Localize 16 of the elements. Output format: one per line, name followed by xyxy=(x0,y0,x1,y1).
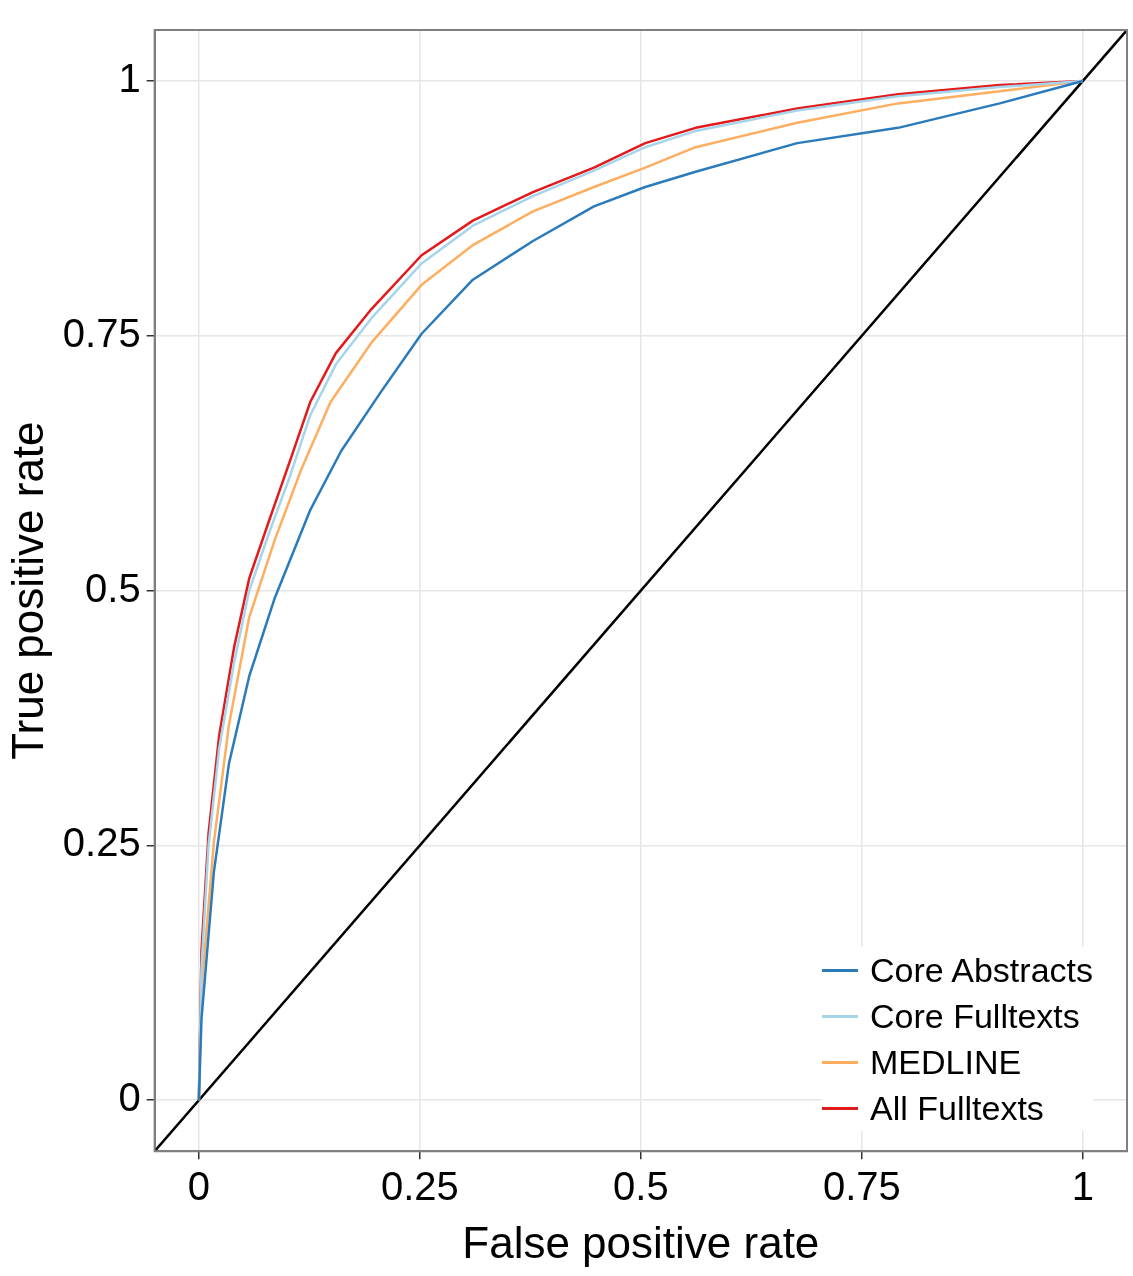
legend-label: MEDLINE xyxy=(870,1042,1022,1082)
y-tick-label: 0.25 xyxy=(62,820,141,865)
y-axis-title: True positive rate xyxy=(2,421,52,760)
x-tick-label: 0.25 xyxy=(380,1164,459,1209)
y-tick-label: 1 xyxy=(118,55,141,100)
legend-label: Core Abstracts xyxy=(870,950,1093,990)
legend-label: All Fulltexts xyxy=(870,1088,1044,1128)
x-tick-label: 0.75 xyxy=(822,1164,901,1209)
y-tick-label: 0 xyxy=(118,1075,141,1120)
x-axis-title: False positive rate xyxy=(462,1217,820,1267)
x-tick-label: 1 xyxy=(1071,1164,1094,1209)
x-tick-label: 0.5 xyxy=(613,1164,669,1209)
legend-label: Core Fulltexts xyxy=(870,996,1080,1036)
y-tick-label: 0.75 xyxy=(62,310,141,355)
y-tick-label: 0.5 xyxy=(85,565,141,610)
x-tick-label: 0 xyxy=(187,1164,210,1209)
